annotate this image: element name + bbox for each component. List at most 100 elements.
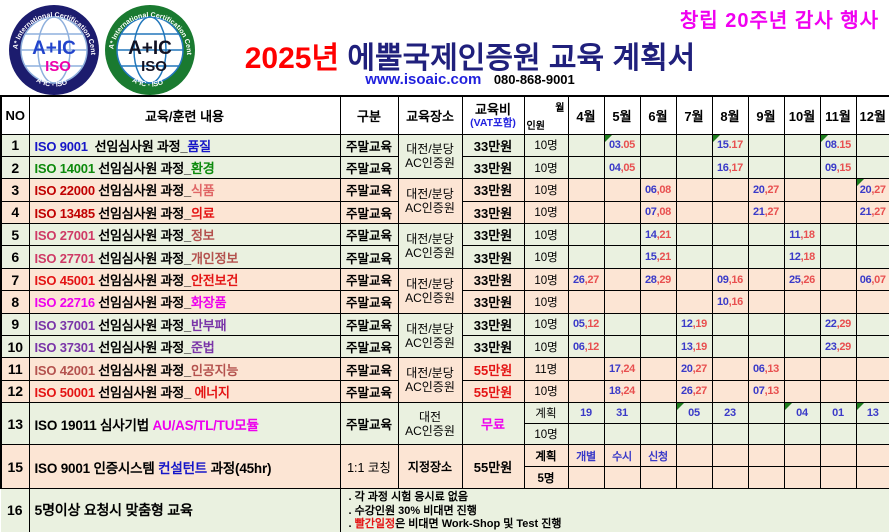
fee-cell: 무료	[462, 403, 524, 445]
date-second: ,27	[765, 184, 779, 196]
schedule-cell-month-11	[820, 246, 856, 268]
venue-cell: 지정장소	[398, 445, 462, 489]
col-header-month-12: 12월	[856, 96, 889, 134]
schedule-cell-month-5	[604, 179, 640, 201]
date-first: 18	[609, 385, 621, 397]
schedule-cell-month-6: 06,08	[640, 179, 676, 201]
schedule-cell-month-10	[784, 156, 820, 178]
schedule-cell-month-9: 21,27	[748, 201, 784, 223]
note-line: . 수강인원 30% 비대면 진행	[349, 505, 889, 519]
date-second: ,27	[693, 363, 707, 375]
comment-triangle-icon	[605, 135, 612, 142]
col-header-month-7: 7월	[676, 96, 712, 134]
schedule-cell-month-5: 17,24	[604, 358, 640, 380]
category-cell: 주말교육	[340, 358, 398, 380]
course-text-part: 선임심사원 과정_	[98, 363, 191, 378]
date-first: 21	[753, 206, 765, 218]
schedule-cell-month-6	[640, 424, 676, 445]
schedule-cell-month-5: 18,24	[604, 380, 640, 402]
course-text-part: ISO 27001	[35, 228, 99, 243]
date-second: ,19	[693, 318, 707, 330]
schedule-cell-month-11	[820, 358, 856, 380]
schedule-cell-month-9	[748, 156, 784, 178]
date-first: 06	[860, 274, 872, 286]
fee-cell: 55만원	[462, 358, 524, 380]
course-text-part: 식품	[191, 183, 215, 198]
course-text-part: 선임심사원 과정_	[98, 183, 191, 198]
schedule-cell-month-12: 21,27	[856, 201, 889, 223]
schedule-cell-month-8	[712, 224, 748, 246]
schedule-cell-month-8	[712, 336, 748, 358]
logo-center-text: A+IC	[128, 38, 172, 59]
date-single: 04	[796, 407, 808, 419]
course-cell: ISO 9001 인증시스템 컨설턴트 과정(45hr)	[29, 445, 340, 489]
no-cell: 13	[1, 403, 29, 445]
date-first: 06	[645, 184, 657, 196]
schedule-cell-month-8: 10,16	[712, 291, 748, 313]
schedule-cell-month-5	[604, 313, 640, 335]
course-text-part: 인공지능	[191, 363, 238, 378]
fee-cell: 33만원	[462, 291, 524, 313]
schedule-cell-month-7: 13,19	[676, 336, 712, 358]
course-cell: ISO 19011 심사기법 AU/AS/TL/TU모듈	[29, 403, 340, 445]
course-text-part: 선임심사원 과정_	[98, 228, 191, 243]
schedule-cell-month-8	[712, 179, 748, 201]
website-link[interactable]: www.isoaic.com	[365, 71, 481, 88]
category-cell: 주말교육	[340, 313, 398, 335]
fee-cell: 33만원	[462, 134, 524, 156]
date-first: 22	[825, 318, 837, 330]
date-second: ,24	[621, 363, 635, 375]
schedule-cell-month-11: 01	[820, 403, 856, 424]
date-second: ,21	[657, 251, 671, 263]
col-header-month-5: 5월	[604, 96, 640, 134]
schedule-cell-month-11: 08.15	[820, 134, 856, 156]
course-text-part: 컨설턴트	[158, 461, 207, 476]
date-second: .17	[729, 139, 743, 151]
fee-cell: 33만원	[462, 336, 524, 358]
category-cell: 주말교육	[340, 224, 398, 246]
course-text-part: 선임심사원 과정_	[98, 206, 191, 221]
col-header-month-11: 11월	[820, 96, 856, 134]
venue-line: AC인증원	[399, 156, 462, 170]
fee-cell: 33만원	[462, 246, 524, 268]
date-second: ,27	[871, 184, 885, 196]
date-first: 25	[789, 274, 801, 286]
venue-line: 대전/분당	[399, 187, 462, 201]
schedule-cell-month-5	[604, 291, 640, 313]
schedule-cell-month-5	[604, 336, 640, 358]
date-first: 20	[681, 363, 693, 375]
category-cell: 주말교육	[340, 336, 398, 358]
comment-triangle-icon	[785, 403, 792, 410]
capacity-cell: 10명	[524, 336, 568, 358]
course-text-part: ISO 45001	[35, 273, 99, 288]
no-cell: 7	[1, 268, 29, 290]
date-single: 19	[580, 407, 592, 419]
date-second: ,27	[693, 385, 707, 397]
course-cell: ISO 13485 선임심사원 과정_의료	[29, 201, 340, 223]
course-cell: ISO 45001 선임심사원 과정_안전보건	[29, 268, 340, 290]
date-single: 01	[832, 407, 844, 419]
schedule-cell-month-8	[712, 246, 748, 268]
date-first: 23	[825, 341, 837, 353]
schedule-cell-month-9: 07,13	[748, 380, 784, 402]
note-line: . 각 과정 시험 응시료 없음	[349, 491, 889, 505]
note-text-part: 은 비대면 Work-Shop 및 Test 진행	[395, 518, 561, 530]
schedule-cell-month-6: 14,21	[640, 224, 676, 246]
capacity-plan-cell: 계획	[524, 445, 568, 467]
date-second: ,12	[585, 341, 599, 353]
date-second: ,29	[837, 341, 851, 353]
col-header-month-10: 10월	[784, 96, 820, 134]
schedule-cell-month-7	[676, 445, 712, 467]
schedule-cell-month-10	[784, 336, 820, 358]
schedule-cell-month-6	[640, 380, 676, 402]
schedule-cell-month-9	[748, 467, 784, 489]
schedule-cell-month-5	[604, 268, 640, 290]
schedule-cell-month-7: 26,27	[676, 380, 712, 402]
